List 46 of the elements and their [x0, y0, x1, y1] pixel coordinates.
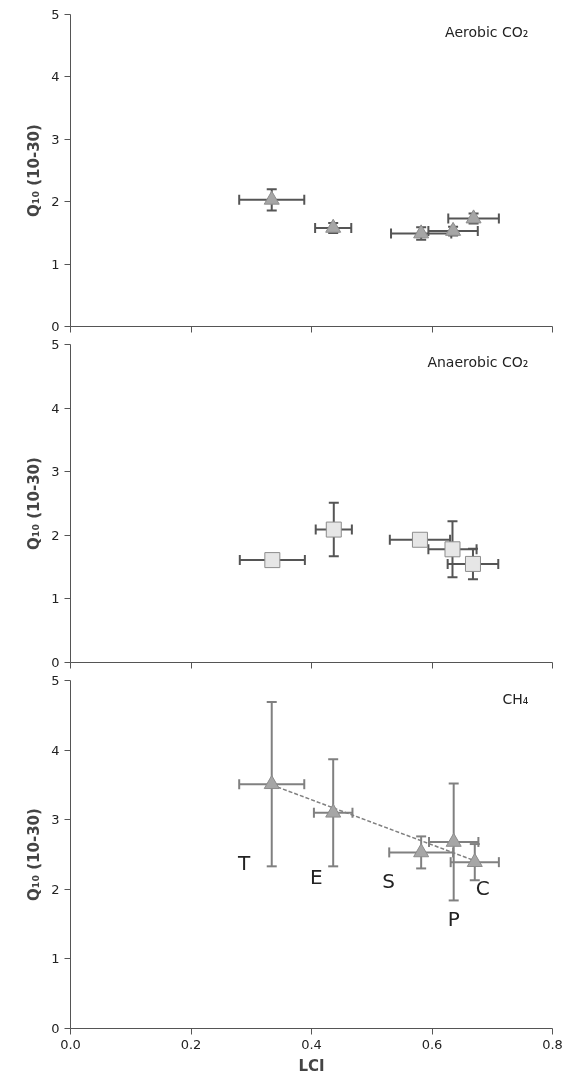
y-tick-label: 1 [51, 591, 60, 607]
point [444, 541, 461, 558]
text: Anaerobic CO₂ [427, 354, 529, 371]
point [445, 832, 462, 847]
point [466, 853, 483, 867]
x-axis-title: LCI [298, 1056, 325, 1075]
annotation: C [475, 875, 490, 900]
y-tick-label: 3 [51, 812, 60, 828]
y-tick-label: 2 [51, 881, 60, 897]
y-tick-label: 1 [51, 951, 60, 967]
y-tick-label: 4 [51, 69, 60, 85]
annotation: T [236, 851, 251, 876]
y-tick-label: 2 [51, 527, 60, 543]
annotation: E [310, 865, 323, 890]
y-tick-label: 4 [51, 742, 60, 758]
y-tick-label: 1 [51, 256, 60, 272]
point [325, 521, 342, 538]
point [264, 552, 281, 569]
point [325, 803, 342, 818]
y-tick-label: 4 [51, 400, 60, 416]
annotation: S [382, 868, 395, 893]
y-tick-label: 5 [51, 337, 60, 352]
y-tick-label: 5 [51, 673, 60, 688]
x-tick-label: 0.8 [542, 1036, 563, 1052]
x-tick-label: 0.4 [301, 1036, 322, 1052]
point [263, 775, 280, 790]
point [263, 190, 280, 205]
y-axis-title: Q₁₀ (10-30) [25, 124, 44, 217]
y-axis-title: Q₁₀ (10-30) [25, 808, 44, 901]
x-tick-label: 0.0 [60, 1036, 81, 1052]
point [411, 531, 428, 548]
y-tick-label: 3 [51, 131, 60, 147]
y-tick-label: 3 [51, 464, 60, 480]
y-tick-label: 5 [51, 7, 60, 22]
text: Aerobic CO₂ [445, 23, 529, 40]
x-tick-label: 0.6 [421, 1036, 443, 1052]
text: CH₄ [502, 690, 529, 707]
y-tick-label: 0 [51, 319, 60, 334]
y-axis-title: Q₁₀ (10-30) [25, 457, 44, 550]
point [413, 843, 430, 858]
y-tick-label: 2 [51, 194, 60, 210]
x-tick-label: 0.2 [180, 1036, 202, 1052]
point [464, 555, 481, 572]
y-tick-label: 0 [51, 655, 60, 670]
annotation: P [447, 907, 460, 932]
y-tick-label: 0 [51, 1021, 60, 1036]
